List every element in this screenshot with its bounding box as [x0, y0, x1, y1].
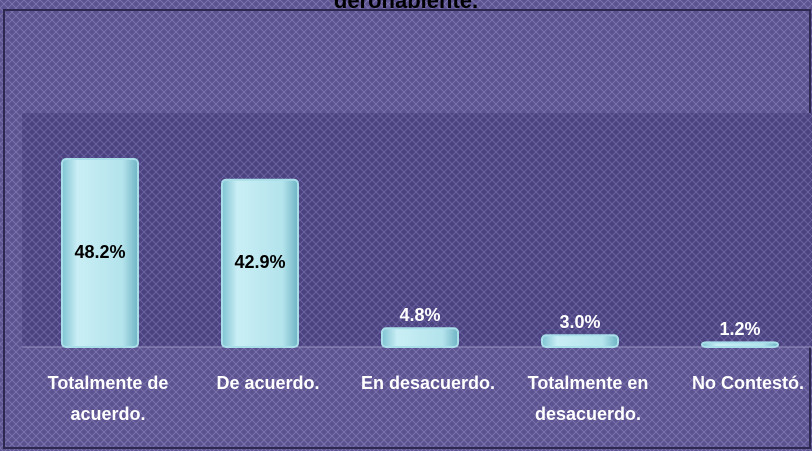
plot-area — [22, 113, 812, 347]
x-tick-label: Totalmente de acuerdo. — [47, 373, 169, 424]
x-tick-label: No Contestó. — [692, 373, 804, 393]
bar — [701, 341, 779, 349]
data-label: 3.0% — [559, 312, 600, 332]
bar — [221, 178, 299, 348]
data-label: 1.2% — [719, 319, 760, 339]
x-tick-label: En desacuerdo. — [360, 373, 496, 393]
bar — [381, 327, 459, 348]
bar — [61, 158, 139, 348]
data-label: 42.9% — [234, 252, 285, 272]
data-label: 4.8% — [399, 305, 440, 325]
bar — [541, 334, 619, 348]
x-tick-label: Totalmente en desacuerdo. — [527, 373, 649, 424]
chart-title: derohabiente. — [333, 0, 479, 13]
x-tick-label: De acuerdo. — [216, 373, 320, 393]
data-label: 48.2% — [74, 242, 125, 262]
